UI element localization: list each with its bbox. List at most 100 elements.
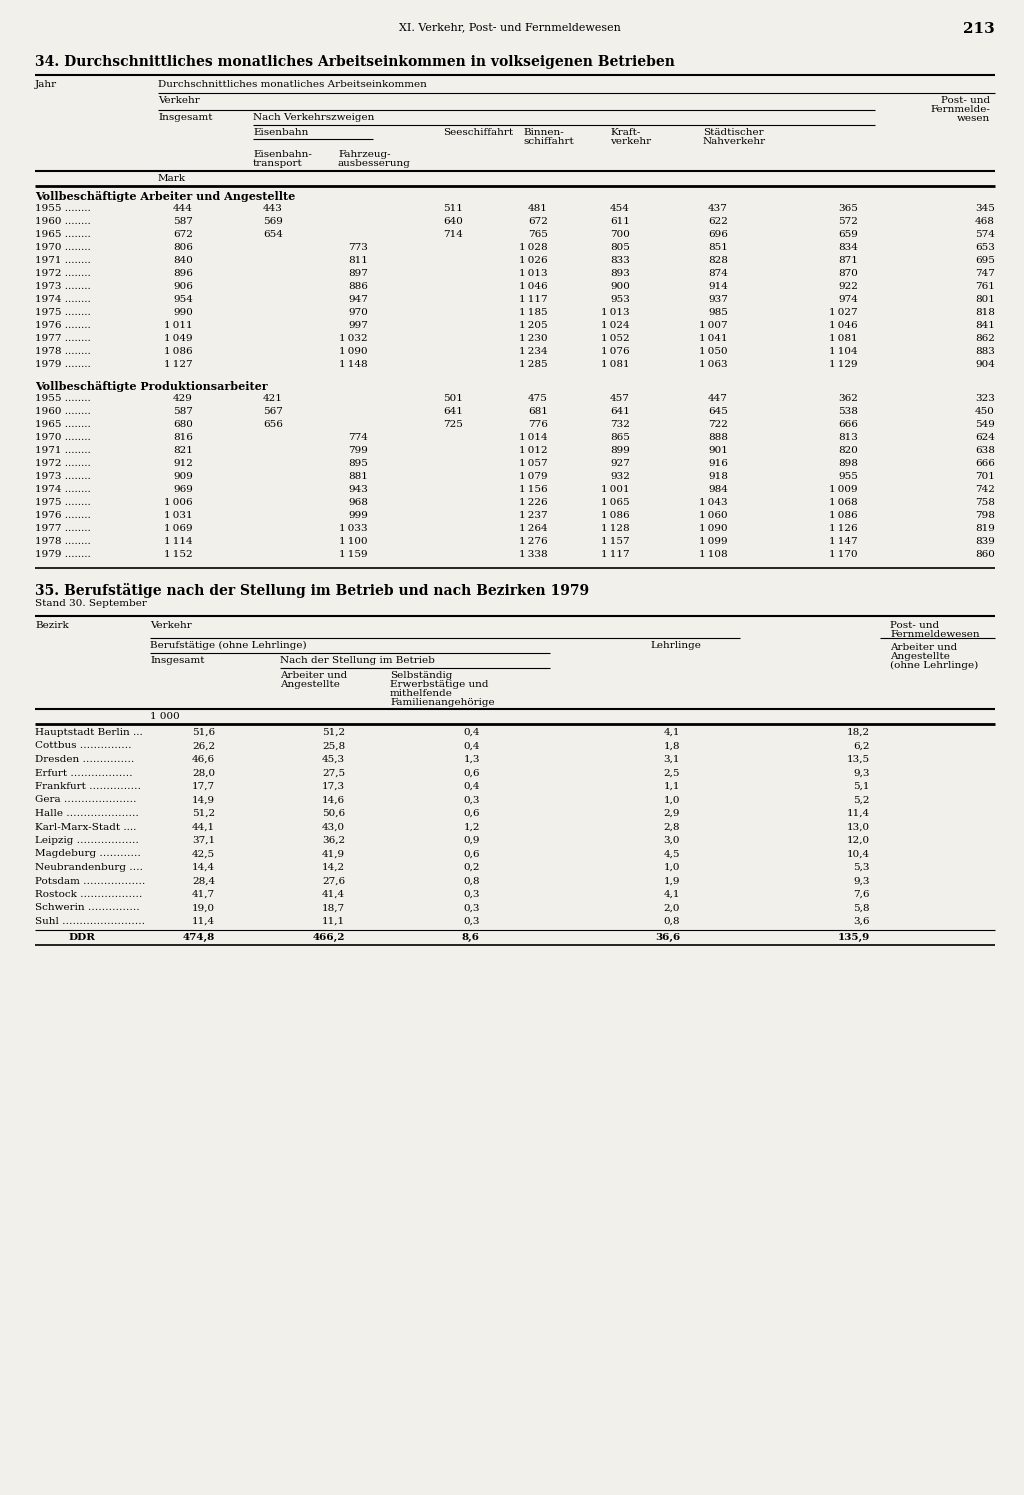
Text: 659: 659: [838, 230, 858, 239]
Text: 574: 574: [975, 230, 995, 239]
Text: 1 129: 1 129: [829, 360, 858, 369]
Text: 912: 912: [173, 459, 193, 468]
Text: 1 028: 1 028: [519, 244, 548, 253]
Text: 761: 761: [975, 283, 995, 292]
Text: transport: transport: [253, 158, 303, 167]
Text: 345: 345: [975, 203, 995, 212]
Text: 1 108: 1 108: [699, 550, 728, 559]
Text: 45,3: 45,3: [322, 755, 345, 764]
Text: 5,2: 5,2: [853, 795, 870, 804]
Text: 834: 834: [838, 244, 858, 253]
Text: 4,5: 4,5: [664, 849, 680, 858]
Text: 758: 758: [975, 498, 995, 507]
Text: 1 128: 1 128: [601, 525, 630, 534]
Text: Arbeiter und: Arbeiter und: [890, 643, 957, 652]
Text: 43,0: 43,0: [322, 822, 345, 831]
Text: 820: 820: [838, 446, 858, 454]
Text: 969: 969: [173, 484, 193, 493]
Text: 28,0: 28,0: [191, 768, 215, 777]
Text: 1 043: 1 043: [699, 498, 728, 507]
Text: Insgesamt: Insgesamt: [158, 114, 213, 123]
Text: 1 009: 1 009: [829, 484, 858, 493]
Text: 874: 874: [709, 269, 728, 278]
Text: wesen: wesen: [956, 114, 990, 123]
Text: 3,1: 3,1: [664, 755, 680, 764]
Text: 1 069: 1 069: [165, 525, 193, 534]
Text: 135,9: 135,9: [838, 933, 870, 942]
Text: 1 033: 1 033: [339, 525, 368, 534]
Text: 906: 906: [173, 283, 193, 292]
Text: 1,3: 1,3: [464, 755, 480, 764]
Text: 666: 666: [838, 420, 858, 429]
Text: 1972 ........: 1972 ........: [35, 269, 91, 278]
Text: (ohne Lehrlinge): (ohne Lehrlinge): [890, 661, 978, 670]
Text: 1 076: 1 076: [601, 347, 630, 356]
Text: 0,3: 0,3: [464, 903, 480, 912]
Text: 18,2: 18,2: [847, 728, 870, 737]
Text: 883: 883: [975, 347, 995, 356]
Text: 1973 ........: 1973 ........: [35, 283, 91, 292]
Text: 1,1: 1,1: [664, 782, 680, 791]
Text: Insgesamt: Insgesamt: [150, 656, 205, 665]
Text: 36,2: 36,2: [322, 836, 345, 845]
Text: 776: 776: [528, 420, 548, 429]
Text: 41,7: 41,7: [191, 890, 215, 898]
Text: 722: 722: [709, 420, 728, 429]
Text: Nach Verkehrszweigen: Nach Verkehrszweigen: [253, 114, 375, 123]
Text: 1 170: 1 170: [829, 550, 858, 559]
Text: Binnen-: Binnen-: [523, 129, 564, 138]
Text: 0,3: 0,3: [464, 916, 480, 925]
Text: 1 081: 1 081: [829, 333, 858, 342]
Text: 904: 904: [975, 360, 995, 369]
Text: 732: 732: [610, 420, 630, 429]
Text: 34. Durchschnittliches monatliches Arbeitseinkommen in volkseigenen Betrieben: 34. Durchschnittliches monatliches Arbei…: [35, 55, 675, 69]
Text: 672: 672: [173, 230, 193, 239]
Text: 666: 666: [975, 459, 995, 468]
Text: 899: 899: [610, 446, 630, 454]
Text: 819: 819: [975, 525, 995, 534]
Text: verkehr: verkehr: [610, 138, 651, 147]
Text: 538: 538: [838, 407, 858, 416]
Text: Durchschnittliches monatliches Arbeitseinkommen: Durchschnittliches monatliches Arbeitsei…: [158, 81, 427, 90]
Text: 437: 437: [709, 203, 728, 212]
Text: 654: 654: [263, 230, 283, 239]
Text: 46,6: 46,6: [191, 755, 215, 764]
Text: 611: 611: [610, 217, 630, 226]
Text: 1 086: 1 086: [601, 511, 630, 520]
Text: 0,4: 0,4: [464, 728, 480, 737]
Text: 871: 871: [838, 256, 858, 265]
Text: Schwerin ……………: Schwerin ……………: [35, 903, 139, 912]
Text: 457: 457: [610, 395, 630, 404]
Text: mithelfende: mithelfende: [390, 689, 453, 698]
Text: 18,7: 18,7: [322, 903, 345, 912]
Text: 622: 622: [709, 217, 728, 226]
Text: 1971 ........: 1971 ........: [35, 446, 91, 454]
Text: 35. Berufstätige nach der Stellung im Betrieb und nach Bezirken 1979: 35. Berufstätige nach der Stellung im Be…: [35, 583, 589, 598]
Text: 14,4: 14,4: [191, 863, 215, 872]
Text: 1,0: 1,0: [664, 795, 680, 804]
Text: 5,1: 5,1: [853, 782, 870, 791]
Text: 896: 896: [173, 269, 193, 278]
Text: 0,2: 0,2: [464, 863, 480, 872]
Text: 680: 680: [173, 420, 193, 429]
Text: 818: 818: [975, 308, 995, 317]
Text: 765: 765: [528, 230, 548, 239]
Text: Karl-Marx-Stadt ....: Karl-Marx-Stadt ....: [35, 822, 136, 831]
Text: 714: 714: [443, 230, 463, 239]
Text: 1 126: 1 126: [829, 525, 858, 534]
Text: 443: 443: [263, 203, 283, 212]
Text: 897: 897: [348, 269, 368, 278]
Text: 26,2: 26,2: [191, 742, 215, 750]
Text: 1977 ........: 1977 ........: [35, 333, 91, 342]
Text: 799: 799: [348, 446, 368, 454]
Text: Eisenbahn: Eisenbahn: [253, 129, 308, 138]
Text: 990: 990: [173, 308, 193, 317]
Text: 17,7: 17,7: [191, 782, 215, 791]
Text: 653: 653: [975, 244, 995, 253]
Text: 1 147: 1 147: [829, 537, 858, 546]
Text: 821: 821: [173, 446, 193, 454]
Text: Lehrlinge: Lehrlinge: [650, 641, 700, 650]
Text: 1975 ........: 1975 ........: [35, 308, 91, 317]
Text: 14,2: 14,2: [322, 863, 345, 872]
Text: 1 148: 1 148: [339, 360, 368, 369]
